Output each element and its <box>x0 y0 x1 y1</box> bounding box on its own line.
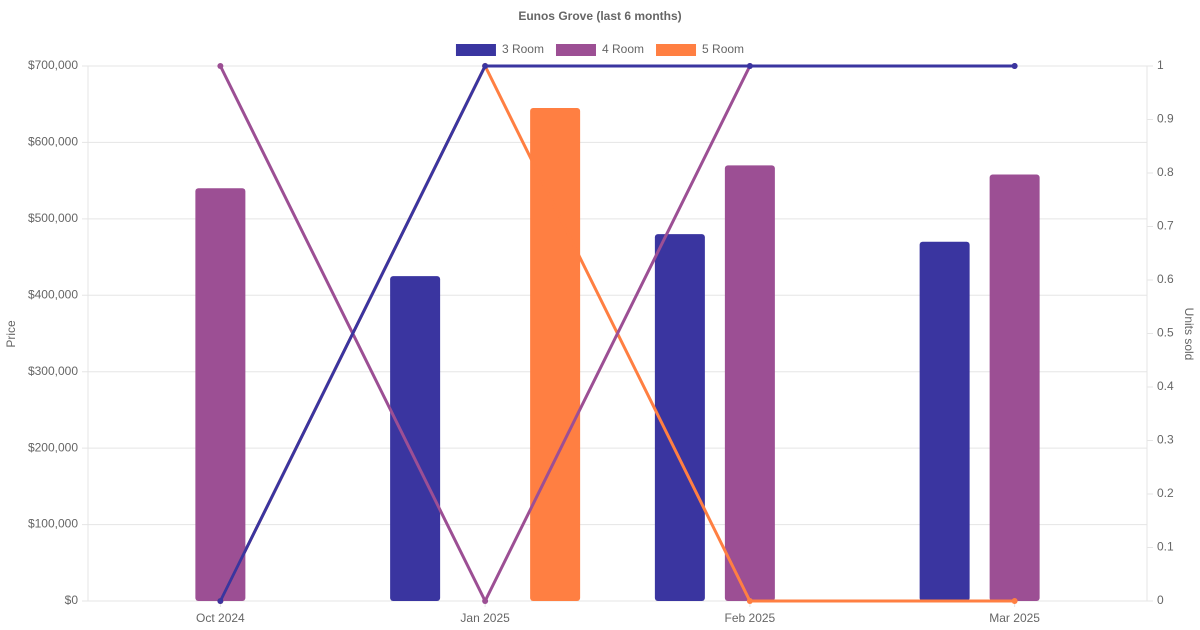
y-tick-label: $200,000 <box>28 440 78 454</box>
bar <box>724 165 775 601</box>
y2-tick-label: 0.9 <box>1157 112 1174 126</box>
bar <box>390 276 441 601</box>
bar <box>654 234 705 601</box>
y2-tick-label: 0.1 <box>1157 540 1174 554</box>
x-tick-label: Mar 2025 <box>989 611 1040 625</box>
line <box>219 64 1015 602</box>
line-point <box>482 63 489 69</box>
y-axis-label: Price <box>4 320 18 348</box>
line-point <box>482 598 489 604</box>
y-tick-label: $100,000 <box>28 517 78 531</box>
line-point <box>1011 63 1018 69</box>
y2-tick-label: 0.8 <box>1157 165 1174 179</box>
y-tick-label: $300,000 <box>28 364 78 378</box>
y-tick-label: $0 <box>65 593 79 607</box>
y2-tick-label: 0.5 <box>1157 326 1174 340</box>
y-tick-label: $600,000 <box>28 135 78 149</box>
y2-tick-label: 0.4 <box>1157 379 1174 393</box>
legend-label: 5 Room <box>702 42 744 56</box>
line-point <box>217 598 224 604</box>
line-point <box>217 63 224 69</box>
legend-swatch <box>555 44 596 56</box>
x-tick-label: Oct 2024 <box>196 611 245 625</box>
y2-tick-label: 0 <box>1157 593 1164 607</box>
x-tick-label: Jan 2025 <box>460 611 510 625</box>
legend-label: 3 Room <box>502 42 544 56</box>
line-point <box>1011 598 1018 604</box>
bar <box>530 108 581 602</box>
line-point <box>746 63 753 69</box>
y2-tick-label: 0.7 <box>1157 219 1174 233</box>
y2-tick-label: 0.3 <box>1157 433 1174 447</box>
legend-swatch <box>656 44 697 56</box>
y2-tick-label: 1 <box>1157 58 1164 72</box>
bar <box>195 188 246 602</box>
y-tick-label: $500,000 <box>28 211 78 225</box>
y-tick-label: $700,000 <box>28 58 78 72</box>
y-tick-label: $400,000 <box>28 287 78 301</box>
line-point <box>746 598 753 604</box>
line <box>219 64 1015 605</box>
legend-swatch <box>455 44 496 56</box>
y2-tick-label: 0.2 <box>1157 486 1174 500</box>
bar <box>989 174 1040 601</box>
y2-tick-label: 0.6 <box>1157 272 1174 286</box>
y2-axis-label: Units sold <box>1182 308 1196 361</box>
legend-label: 4 Room <box>602 42 644 56</box>
chart-title: Eunos Grove (last 6 months) <box>518 9 681 23</box>
x-tick-label: Feb 2025 <box>725 611 776 625</box>
bar <box>919 241 970 602</box>
